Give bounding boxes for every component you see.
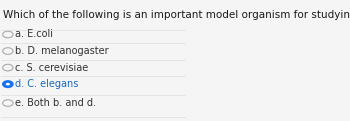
Circle shape <box>3 48 13 54</box>
Text: c. S. cerevisiae: c. S. cerevisiae <box>15 63 89 73</box>
Text: d. C. elegans: d. C. elegans <box>15 79 79 89</box>
Text: Which of the following is an important model organism for studying development?: Which of the following is an important m… <box>3 10 350 20</box>
Circle shape <box>3 31 13 38</box>
Circle shape <box>3 64 13 71</box>
Text: e. Both b. and d.: e. Both b. and d. <box>15 98 96 108</box>
Circle shape <box>3 81 13 87</box>
Text: a. E.coli: a. E.coli <box>15 30 53 39</box>
Circle shape <box>3 100 13 106</box>
Circle shape <box>6 83 10 85</box>
Text: b. D. melanogaster: b. D. melanogaster <box>15 46 109 56</box>
